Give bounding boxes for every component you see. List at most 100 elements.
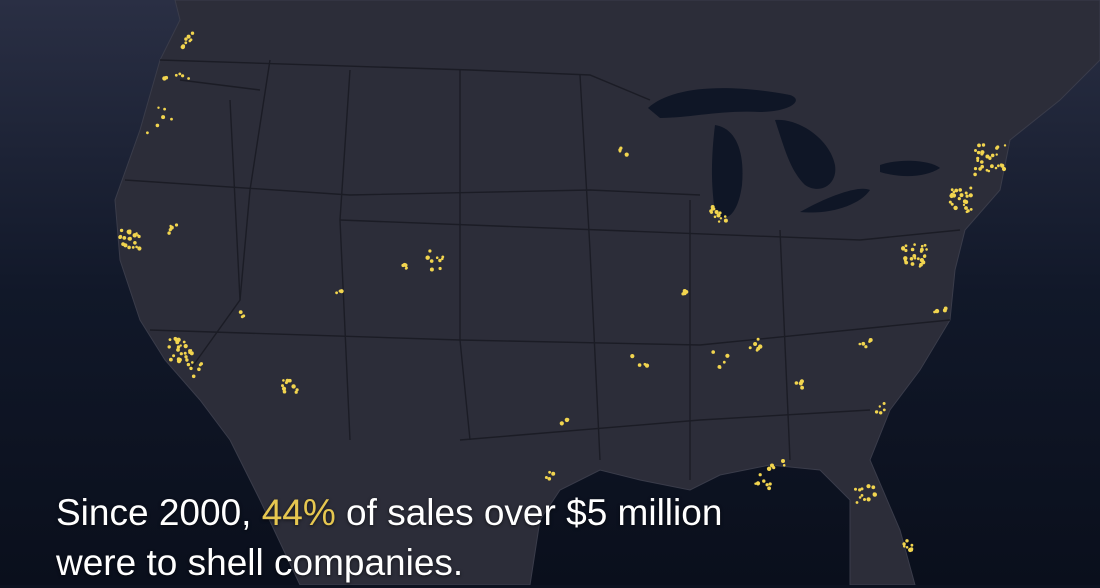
sale-dot	[854, 487, 857, 491]
sale-dot	[637, 363, 642, 367]
sale-dot	[950, 188, 954, 192]
sale-dot	[401, 263, 405, 268]
sale-dot	[950, 192, 954, 197]
sale-dot	[858, 496, 862, 499]
sale-dot	[128, 229, 132, 233]
sale-dot	[723, 215, 727, 218]
sale-dot	[768, 482, 772, 486]
sale-dot	[959, 193, 964, 198]
sale-dot	[281, 384, 284, 388]
sale-dot	[974, 149, 977, 152]
sale-dot	[180, 44, 185, 50]
sale-dot	[923, 243, 927, 247]
sale-dot	[282, 379, 285, 382]
caption: Since 2000, 44% of sales over $5 million…	[56, 488, 722, 588]
sale-dot	[910, 543, 914, 547]
sale-dot	[985, 154, 990, 159]
sale-dot	[186, 34, 191, 39]
sale-dot	[762, 479, 766, 483]
sale-dot	[618, 149, 622, 153]
sale-dot	[161, 115, 166, 120]
caption-text: Since 2000,	[56, 492, 262, 533]
sale-dot	[916, 257, 920, 261]
sale-dot	[990, 164, 994, 169]
sale-dot	[184, 355, 188, 359]
sale-dot	[548, 470, 551, 474]
state-borders	[124, 59, 961, 480]
sale-dot	[681, 292, 685, 296]
sale-dot	[135, 232, 138, 235]
sale-dot	[551, 471, 556, 476]
sale-dot	[191, 361, 194, 364]
sale-dot	[871, 485, 876, 490]
sale-dot	[176, 348, 180, 352]
sale-dot	[168, 228, 172, 232]
sale-dot	[137, 246, 142, 251]
sale-dot	[874, 410, 879, 414]
sale-dot	[131, 246, 135, 249]
sale-dot	[973, 167, 978, 171]
sale-dot	[855, 501, 859, 504]
sale-dot	[912, 254, 917, 258]
sale-dot	[904, 260, 909, 265]
sale-dot	[176, 357, 181, 362]
sale-dot	[136, 234, 140, 237]
sale-dot	[429, 259, 434, 263]
sale-dot	[184, 37, 188, 41]
sale-dot	[861, 341, 866, 346]
sale-dot	[753, 342, 758, 346]
sale-dot	[164, 75, 169, 80]
sale-dot	[559, 421, 564, 426]
sale-dot	[905, 539, 909, 543]
sale-dot	[973, 172, 977, 177]
sale-dot	[748, 346, 752, 350]
sale-dot	[920, 244, 924, 248]
sale-dot	[864, 345, 868, 349]
sale-dot	[242, 314, 246, 318]
sale-dot	[958, 188, 962, 192]
sale-dot	[918, 265, 922, 268]
sale-dot	[903, 545, 906, 548]
sale-dot	[188, 350, 192, 354]
sale-dot	[630, 354, 635, 359]
sale-dot	[919, 249, 923, 253]
sale-dot	[197, 367, 201, 372]
sale-dot	[174, 223, 179, 227]
sale-dot	[722, 360, 726, 364]
sale-dot	[968, 193, 973, 198]
sale-dot	[765, 483, 769, 487]
sale-dot	[135, 245, 138, 249]
sale-dot	[910, 247, 915, 252]
sale-dot	[182, 340, 186, 344]
sale-dot	[921, 260, 926, 265]
sale-dot	[953, 205, 958, 211]
sale-dot	[904, 248, 908, 253]
sale-dot	[619, 146, 623, 150]
sale-dot	[547, 477, 552, 481]
sale-dot	[710, 207, 714, 211]
sale-dot	[168, 338, 172, 341]
sale-dot	[172, 354, 176, 358]
sale-dot	[425, 255, 430, 260]
sale-dot	[858, 488, 862, 492]
sale-dot	[997, 164, 1000, 168]
sale-dot	[950, 202, 954, 206]
sale-dot	[767, 486, 771, 491]
sale-dot	[169, 224, 172, 228]
sale-dot	[903, 256, 908, 261]
sale-dot	[969, 208, 973, 211]
sale-dot	[284, 381, 288, 385]
sale-dot	[758, 344, 763, 349]
sale-dot	[860, 487, 864, 491]
sale-dot	[711, 350, 715, 354]
land	[114, 0, 1100, 585]
sale-dot	[155, 123, 160, 128]
sale-dot	[566, 418, 570, 421]
sale-dot	[189, 349, 193, 352]
sale-dot	[942, 308, 947, 313]
sale-dot	[178, 72, 182, 76]
sale-dot	[910, 262, 915, 266]
sale-dot	[882, 408, 886, 412]
sale-dot	[990, 153, 995, 158]
